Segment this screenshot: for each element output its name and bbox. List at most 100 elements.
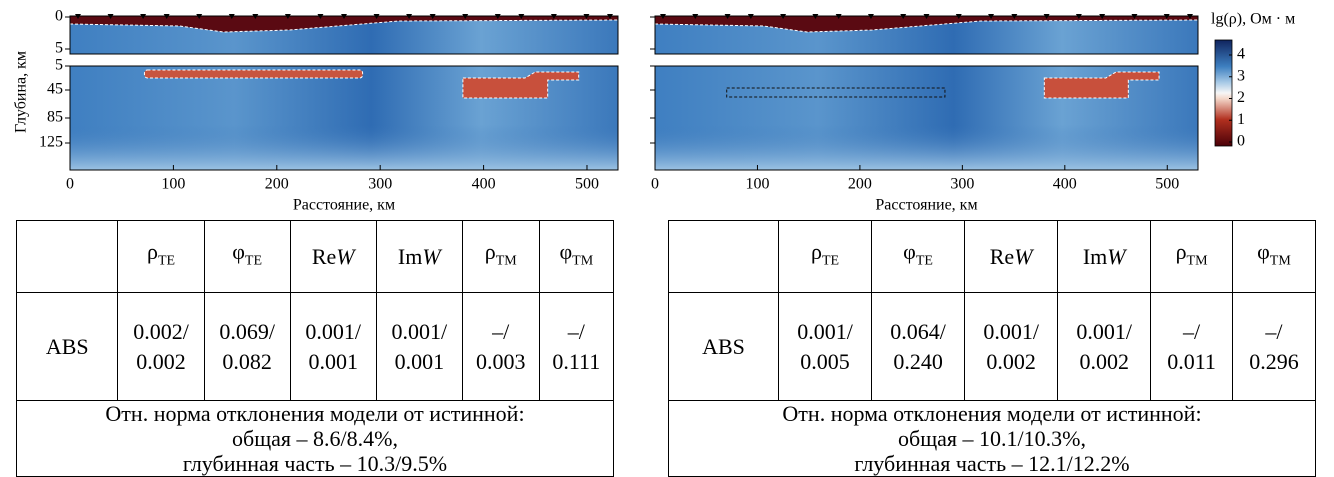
table-cell: ABS <box>668 292 779 401</box>
note-line: Отн. норма отклонения модели от истинной… <box>669 401 1315 426</box>
station <box>494 14 501 19</box>
cell-text: 0.002 <box>1079 348 1129 374</box>
cell-text: ρ <box>146 238 158 264</box>
cell-text: общая – 10.1/10.3%, <box>898 426 1086 451</box>
table-cell <box>668 220 779 293</box>
table-row: ABS 0.002/0.002 0.069/0.082 0.001/0.001 0.00… <box>15 292 615 401</box>
station <box>1131 14 1138 19</box>
station <box>988 14 995 19</box>
cell-text: Re <box>989 243 1015 269</box>
table-cell: 0.001/0.005 <box>777 292 873 401</box>
table-cell: ρTE <box>117 220 205 293</box>
colorbar <box>1214 39 1233 147</box>
table-cell: 0.002/0.002 <box>117 292 205 401</box>
cell-line: 0.003 <box>463 347 539 377</box>
cell-line: 0.064/ <box>872 317 964 347</box>
station <box>747 14 754 19</box>
cell-text: φ <box>232 238 245 264</box>
cell-text: TM <box>1269 253 1291 269</box>
station <box>583 14 590 19</box>
cell-line: 0.002/ <box>118 317 203 347</box>
cell-text: 0.111 <box>552 348 601 374</box>
cell-text: ρ <box>484 238 496 264</box>
cell-text: 0.001/ <box>1076 318 1133 344</box>
x-tick-label: 400 <box>472 176 496 193</box>
cell-text: TM <box>572 253 594 269</box>
table-cell: φTE <box>203 220 291 293</box>
station <box>923 14 930 19</box>
note-line: глубинная часть – 10.3/9.5% <box>17 451 613 476</box>
cell-text: φ <box>559 238 573 264</box>
table-cell: ReW <box>964 220 1059 293</box>
cell-text: Im <box>1082 243 1108 269</box>
table-cell: 0.001/0.001 <box>289 292 377 401</box>
cell-text: 0.002/ <box>133 318 189 344</box>
cell-text: Im <box>397 243 423 269</box>
cell-line: 0.001/ <box>1058 317 1150 347</box>
x-tick-label: 500 <box>575 176 599 193</box>
x-axis-label: Расстояние, км <box>875 197 977 214</box>
cell-text: 0.064/ <box>890 318 946 344</box>
deep-layer <box>655 125 1198 170</box>
cell-line: 0.001/ <box>377 317 462 347</box>
y-tick-label: 125 <box>39 134 63 151</box>
station <box>1043 14 1050 19</box>
table-cell: ρTM <box>461 220 540 293</box>
cell-line: 0.002 <box>965 347 1057 377</box>
table-row: Отн. норма отклонения модели от истинной… <box>668 400 1316 477</box>
cell-text: –/ <box>492 318 510 344</box>
cell-line: –/ <box>540 317 613 347</box>
station <box>284 14 291 19</box>
cell-text: TM <box>495 253 517 269</box>
cell-text: 0.002 <box>136 348 186 374</box>
colorbar-tick-label: 1 <box>1237 111 1245 128</box>
metrics-table: ρTE φTE ReW ImW ρTM φTM ABS 0.001/0.005 0.064/0.… <box>668 220 1317 477</box>
station <box>518 14 525 19</box>
cell-text: 0.002 <box>986 348 1036 374</box>
table-cell: Отн. норма отклонения модели от истинной… <box>668 400 1316 477</box>
station <box>900 14 907 19</box>
cell-text: Отн. норма отклонения модели от истинной… <box>105 401 525 426</box>
conductive-layer <box>655 16 1198 32</box>
conductive-layer <box>70 16 618 32</box>
cell-text: TE <box>821 253 840 269</box>
cell-text: 0.296 <box>1249 348 1299 374</box>
cell-text: W <box>336 243 355 269</box>
cell-text: 0.069/ <box>219 318 275 344</box>
y-tick-label: 45 <box>47 81 63 98</box>
anomaly-outline <box>726 87 946 98</box>
cell-text: W <box>1107 243 1126 269</box>
cell-line: 0.001/ <box>291 317 376 347</box>
station <box>550 14 557 19</box>
table-cell: 0.064/0.240 <box>871 292 966 401</box>
x-tick-label: 300 <box>950 176 974 193</box>
cell-text: 0.240 <box>893 348 943 374</box>
cell-text: 0.005 <box>800 348 850 374</box>
colorbar-tick-label: 3 <box>1237 67 1245 84</box>
cell-text: 0.082 <box>222 348 272 374</box>
colorbar-tick-label: 2 <box>1237 89 1245 106</box>
note-line: глубинная часть – 12.1/12.2% <box>669 451 1315 476</box>
station <box>692 14 699 19</box>
station <box>196 14 203 19</box>
colorbar-label: lg(ρ), Ом · м <box>1211 11 1295 28</box>
table-row: ρTE φTE ReW ImW ρTM φTM <box>668 220 1317 293</box>
metrics-table: ρTE φTE ReW ImW ρTM φTM ABS 0.002/0.002 0.069/0.… <box>15 220 615 477</box>
station <box>867 14 874 19</box>
station <box>429 14 436 19</box>
x-tick-label: 200 <box>848 176 872 193</box>
cell-text: Re <box>311 243 337 269</box>
station <box>107 14 114 19</box>
cell-line: 0.001/ <box>779 317 871 347</box>
deep-layer <box>70 125 618 170</box>
cell-text: ABS <box>702 333 745 359</box>
cell-line: 0.002 <box>1058 347 1150 377</box>
station <box>163 14 170 19</box>
y-tick-label: 0 <box>55 8 63 25</box>
cell-text: 0.001/ <box>391 318 448 344</box>
anomaly <box>143 69 364 79</box>
cell-line: 0.005 <box>779 347 871 377</box>
station <box>75 14 81 19</box>
